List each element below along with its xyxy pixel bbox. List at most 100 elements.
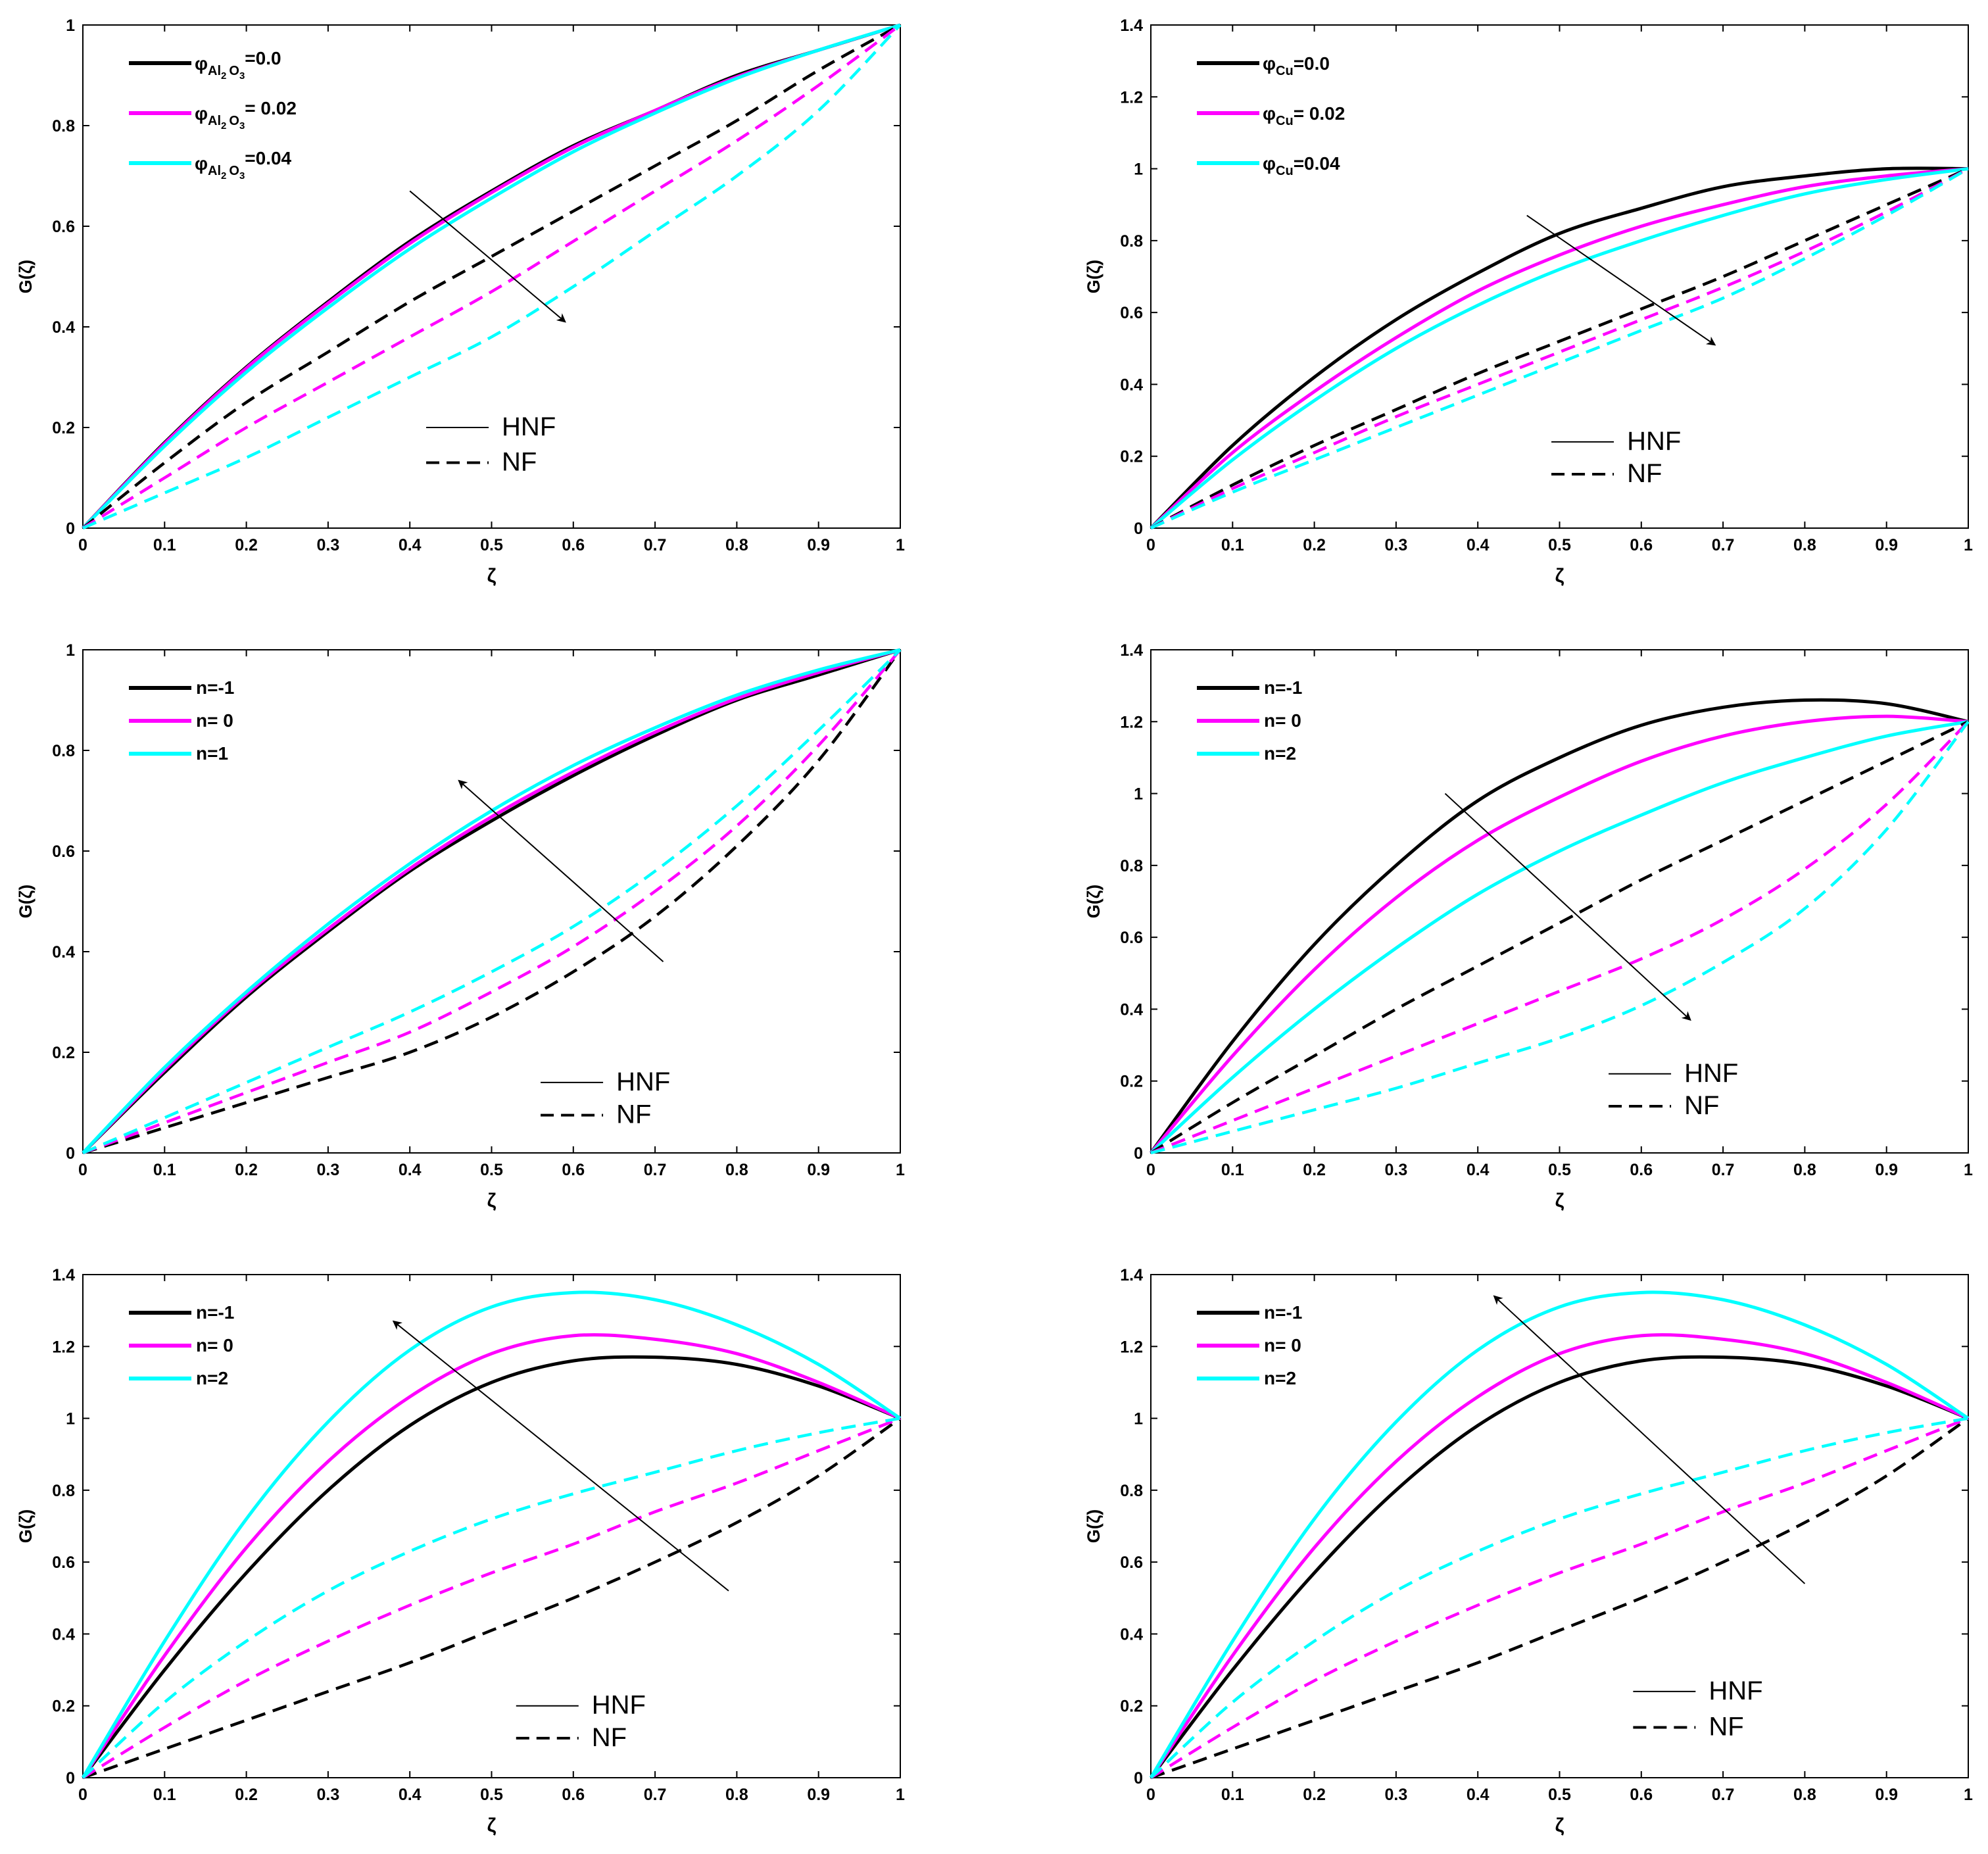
nf-series-line-3 — [82, 648, 902, 1155]
y-tick-label: 1 — [1134, 1410, 1143, 1428]
x-tick-label: 0.8 — [725, 1786, 748, 1804]
y-tick-label: 1.2 — [52, 1338, 75, 1356]
hnf-legend-label: HNF — [502, 412, 556, 441]
y-tick-label: 0.4 — [52, 318, 75, 337]
hnf-series-line-2 — [1150, 720, 1969, 1154]
hnf-series-line-0 — [1150, 1355, 1969, 1779]
x-tick-label: 0 — [1146, 1786, 1155, 1804]
x-tick-label: 0.1 — [1221, 536, 1244, 554]
x-tick-label: 0.7 — [1712, 1786, 1735, 1804]
nf-legend-label: NF — [616, 1100, 651, 1129]
legend-entry-label: n=1 — [196, 743, 228, 764]
hnf-series-line-1 — [1149, 1333, 1970, 1779]
trend-arrow — [1444, 793, 1691, 1021]
x-tick-label: 0.3 — [1385, 536, 1408, 554]
x-tick-label: 0.5 — [1548, 536, 1571, 554]
y-tick-label: 0.8 — [52, 1482, 75, 1500]
y-tick-label: 1 — [1134, 160, 1143, 179]
x-tick-label: 0.7 — [644, 1161, 667, 1179]
y-tick-label: 1.4 — [52, 1266, 75, 1284]
x-tick-label: 0.2 — [235, 1786, 258, 1804]
x-tick-label: 0.3 — [317, 1161, 340, 1179]
trend-arrow — [409, 190, 566, 323]
x-tick-label: 0.6 — [562, 1786, 585, 1804]
chart-panel-3: 0 0.1 0.2 0.3 0.4 0.5 0.6 0.7 0.8 0.9 1 0 0.2 0.4 0.6 0… — [16, 641, 905, 1211]
x-tick-label: 0.5 — [1548, 1161, 1571, 1179]
trend-arrow — [1526, 214, 1716, 346]
x-tick-label: 0.3 — [1385, 1161, 1408, 1179]
x-axis-label: ζ — [487, 1815, 497, 1836]
hnf-series-line-2 — [82, 23, 901, 529]
x-tick-label: 0 — [78, 1161, 87, 1179]
x-tick-label: 0.7 — [644, 536, 667, 554]
y-tick-label: 0.4 — [1120, 1000, 1143, 1019]
y-tick-label: 1 — [66, 16, 75, 35]
x-tick-label: 0.9 — [807, 1786, 830, 1804]
nf-legend-label: NF — [1709, 1713, 1743, 1742]
plot-area — [1150, 649, 1969, 1154]
y-tick-label: 0.2 — [52, 419, 75, 437]
nf-series-line-3 — [1150, 720, 1969, 1154]
y-tick-label: 0.4 — [52, 943, 75, 962]
legend-entry-label: n=-1 — [1264, 1302, 1302, 1323]
hnf-legend-label: HNF — [1684, 1059, 1738, 1088]
y-axis-label: G(ζ) — [16, 885, 36, 918]
x-tick-label: 0.4 — [399, 536, 422, 554]
x-tick-label: 0 — [78, 536, 87, 554]
x-tick-label: 0.6 — [562, 536, 585, 554]
nf-series-line-4 — [1150, 720, 1970, 1155]
x-tick-label: 1 — [896, 536, 905, 554]
legend-entry-label: n= 0 — [1264, 1335, 1301, 1355]
x-tick-label: 0.6 — [562, 1161, 585, 1179]
y-tick-label: 1.4 — [1120, 1266, 1143, 1284]
x-tick-label: 0.8 — [1793, 536, 1816, 554]
x-tick-label: 1 — [896, 1161, 905, 1179]
plot-area — [1150, 1274, 1969, 1778]
x-tick-label: 0.7 — [1712, 1161, 1735, 1179]
nf-series-line-5 — [1150, 1417, 1969, 1779]
y-tick-label: 0.4 — [1120, 1625, 1143, 1644]
y-tick-label: 0.2 — [1120, 448, 1143, 466]
nf-legend-label: NF — [1627, 459, 1662, 488]
y-tick-label: 0 — [66, 1769, 75, 1788]
x-tick-label: 0.8 — [725, 536, 748, 554]
x-tick-label: 0.2 — [235, 536, 258, 554]
y-tick-label: 0.6 — [52, 842, 75, 861]
x-axis-label: ζ — [1555, 1190, 1564, 1211]
y-tick-label: 0.2 — [52, 1044, 75, 1062]
x-tick-label: 0.4 — [1467, 1786, 1490, 1804]
x-tick-label: 0.8 — [725, 1161, 748, 1179]
nf-series-line-3 — [82, 24, 902, 529]
chart-panel-2: 0 0.1 0.2 0.3 0.4 0.5 0.6 0.7 0.8 0.9 1 0 0.2 0.4 0.6 0… — [1084, 16, 1973, 587]
legend-entry-label: n=-1 — [1264, 677, 1302, 698]
x-tick-label: 0.1 — [153, 1786, 176, 1804]
x-axis-label: ζ — [487, 565, 497, 587]
nf-series-line-4 — [1150, 167, 1970, 530]
x-tick-label: 0.6 — [1630, 536, 1653, 554]
x-tick-label: 0.6 — [1630, 1786, 1653, 1804]
hnf-series-line-2 — [81, 1290, 902, 1779]
x-tick-label: 0.4 — [1467, 1161, 1490, 1179]
x-tick-label: 0.8 — [1793, 1161, 1816, 1179]
x-tick-label: 0.5 — [480, 1786, 503, 1804]
x-tick-label: 1 — [896, 1786, 905, 1804]
nf-series-line-3 — [1150, 167, 1969, 529]
legend-entry-label: φAl2 O3=0.0 — [195, 48, 281, 82]
hnf-series-line-1 — [1150, 714, 1969, 1154]
x-axis-label: ζ — [1555, 1815, 1564, 1836]
x-tick-label: 0.9 — [1875, 1786, 1898, 1804]
nf-series-line-5 — [82, 24, 902, 530]
plot-area — [1150, 24, 1969, 529]
chart-panel-1: 0 0.1 0.2 0.3 0.4 0.5 0.6 0.7 0.8 0.9 1 0 0.2 0.4 0.6 0… — [16, 16, 905, 587]
x-tick-label: 0.1 — [153, 1161, 176, 1179]
hnf-series-line-0 — [1149, 698, 1969, 1154]
hnf-legend-label: HNF — [592, 1691, 646, 1720]
legend-entry-label: n= 0 — [1264, 710, 1301, 731]
chart-panel-4: 0 0.1 0.2 0.3 0.4 0.5 0.6 0.7 0.8 0.9 1 0 0.2 0.4 0.6 0… — [1084, 641, 1973, 1211]
legend-entry-label: φCu= 0.02 — [1263, 103, 1345, 128]
x-tick-label: 0.4 — [399, 1786, 422, 1804]
x-tick-label: 1 — [1964, 1161, 1973, 1179]
plot-area — [82, 649, 901, 1154]
x-tick-label: 0.1 — [1221, 1786, 1244, 1804]
